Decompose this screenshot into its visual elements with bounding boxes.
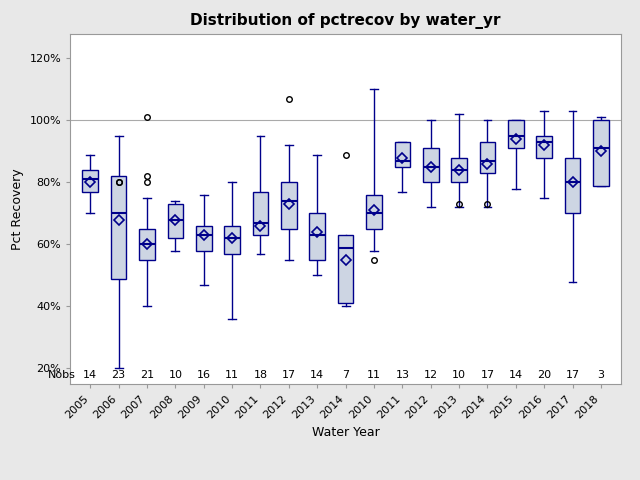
Text: 3: 3	[598, 370, 604, 380]
Title: Distribution of pctrecov by water_yr: Distribution of pctrecov by water_yr	[190, 13, 501, 29]
PathPatch shape	[451, 157, 467, 182]
Text: 17: 17	[566, 370, 580, 380]
Text: 16: 16	[196, 370, 211, 380]
Text: 17: 17	[282, 370, 296, 380]
Text: 11: 11	[367, 370, 381, 380]
PathPatch shape	[253, 192, 268, 235]
Text: 20: 20	[537, 370, 551, 380]
PathPatch shape	[309, 214, 325, 260]
Text: 7: 7	[342, 370, 349, 380]
Text: 21: 21	[140, 370, 154, 380]
Text: 11: 11	[225, 370, 239, 380]
PathPatch shape	[140, 229, 155, 260]
Text: 17: 17	[481, 370, 495, 380]
PathPatch shape	[564, 157, 580, 214]
PathPatch shape	[394, 142, 410, 167]
PathPatch shape	[338, 235, 353, 303]
Text: 14: 14	[83, 370, 97, 380]
Text: 13: 13	[396, 370, 410, 380]
PathPatch shape	[224, 226, 240, 254]
PathPatch shape	[168, 204, 183, 238]
Text: 18: 18	[253, 370, 268, 380]
Text: Nobs: Nobs	[48, 370, 76, 380]
Text: 12: 12	[424, 370, 438, 380]
X-axis label: Water Year: Water Year	[312, 426, 380, 439]
Text: 10: 10	[168, 370, 182, 380]
PathPatch shape	[366, 195, 382, 229]
Text: 14: 14	[310, 370, 324, 380]
PathPatch shape	[83, 170, 98, 192]
PathPatch shape	[423, 148, 438, 182]
PathPatch shape	[111, 176, 127, 278]
PathPatch shape	[508, 120, 524, 148]
PathPatch shape	[479, 142, 495, 173]
Text: 23: 23	[111, 370, 125, 380]
Text: 10: 10	[452, 370, 466, 380]
PathPatch shape	[281, 182, 297, 229]
Text: 14: 14	[509, 370, 523, 380]
PathPatch shape	[196, 226, 212, 251]
PathPatch shape	[593, 120, 609, 186]
PathPatch shape	[536, 136, 552, 157]
Y-axis label: Pct Recovery: Pct Recovery	[11, 168, 24, 250]
